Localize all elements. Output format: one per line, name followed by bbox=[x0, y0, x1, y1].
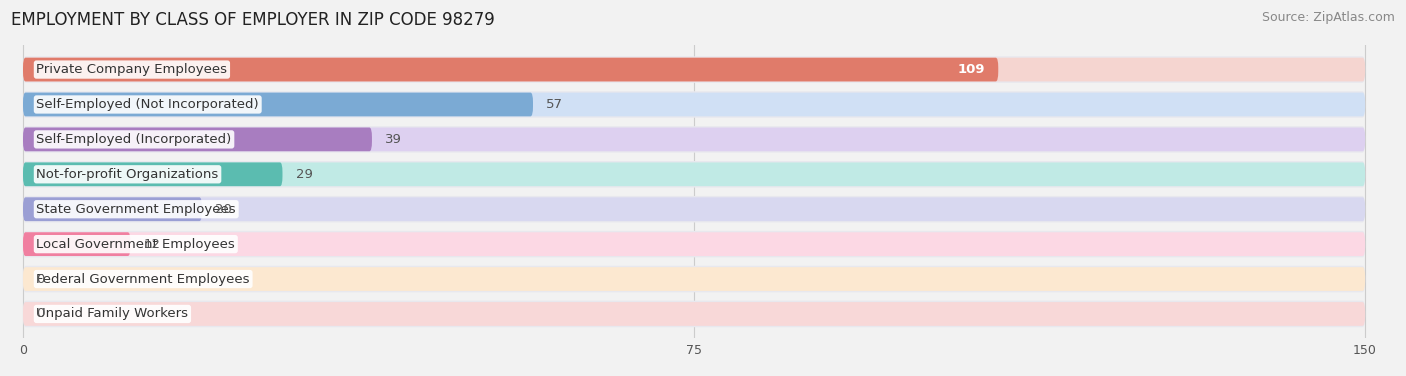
Text: 57: 57 bbox=[547, 98, 564, 111]
FancyBboxPatch shape bbox=[22, 197, 1365, 221]
FancyBboxPatch shape bbox=[22, 162, 283, 186]
Text: Local Government Employees: Local Government Employees bbox=[37, 238, 235, 251]
FancyBboxPatch shape bbox=[22, 127, 1365, 151]
Text: 109: 109 bbox=[957, 63, 984, 76]
FancyBboxPatch shape bbox=[22, 161, 1365, 188]
FancyBboxPatch shape bbox=[22, 162, 1365, 186]
Text: Unpaid Family Workers: Unpaid Family Workers bbox=[37, 308, 188, 320]
Text: Federal Government Employees: Federal Government Employees bbox=[37, 273, 250, 285]
FancyBboxPatch shape bbox=[22, 266, 1365, 292]
FancyBboxPatch shape bbox=[22, 58, 1365, 82]
FancyBboxPatch shape bbox=[22, 302, 1365, 326]
FancyBboxPatch shape bbox=[22, 197, 202, 221]
FancyBboxPatch shape bbox=[22, 126, 1365, 153]
FancyBboxPatch shape bbox=[22, 231, 1365, 258]
FancyBboxPatch shape bbox=[22, 127, 373, 151]
FancyBboxPatch shape bbox=[22, 301, 1365, 327]
Text: EMPLOYMENT BY CLASS OF EMPLOYER IN ZIP CODE 98279: EMPLOYMENT BY CLASS OF EMPLOYER IN ZIP C… bbox=[11, 11, 495, 29]
FancyBboxPatch shape bbox=[22, 196, 1365, 223]
FancyBboxPatch shape bbox=[22, 232, 131, 256]
FancyBboxPatch shape bbox=[22, 267, 1365, 291]
Text: 0: 0 bbox=[37, 273, 45, 285]
FancyBboxPatch shape bbox=[22, 58, 998, 82]
FancyBboxPatch shape bbox=[22, 92, 533, 116]
Text: Self-Employed (Not Incorporated): Self-Employed (Not Incorporated) bbox=[37, 98, 259, 111]
Text: 12: 12 bbox=[143, 238, 160, 251]
Text: Source: ZipAtlas.com: Source: ZipAtlas.com bbox=[1261, 11, 1395, 24]
Text: Private Company Employees: Private Company Employees bbox=[37, 63, 228, 76]
Text: 39: 39 bbox=[385, 133, 402, 146]
Text: 0: 0 bbox=[37, 308, 45, 320]
Text: 20: 20 bbox=[215, 203, 232, 216]
Text: State Government Employees: State Government Employees bbox=[37, 203, 236, 216]
FancyBboxPatch shape bbox=[22, 232, 1365, 256]
FancyBboxPatch shape bbox=[22, 56, 1365, 83]
FancyBboxPatch shape bbox=[22, 91, 1365, 118]
Text: 29: 29 bbox=[295, 168, 312, 181]
Text: Not-for-profit Organizations: Not-for-profit Organizations bbox=[37, 168, 219, 181]
Text: Self-Employed (Incorporated): Self-Employed (Incorporated) bbox=[37, 133, 232, 146]
FancyBboxPatch shape bbox=[22, 92, 1365, 116]
